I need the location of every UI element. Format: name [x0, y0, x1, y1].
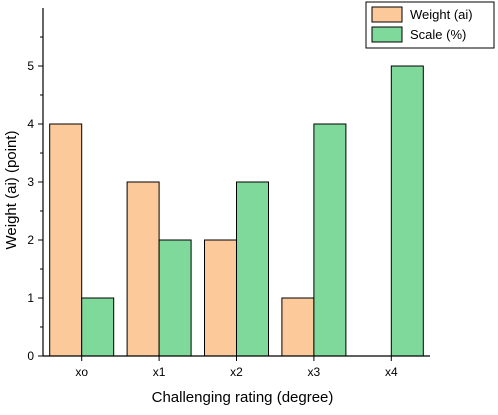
x-axis-title: Challenging rating (degree) [152, 389, 334, 406]
legend-label-1: Scale (%) [410, 27, 466, 42]
x-tick-label-x4: x4 [385, 365, 398, 379]
x-tick-label-x1: x1 [153, 365, 166, 379]
bar-weight-x1 [126, 181, 160, 357]
x-tick-label-x2: x2 [230, 365, 243, 379]
y-tick-label-2: 2 [27, 233, 34, 247]
legend: Weight (ai) Scale (%) [365, 1, 495, 49]
y-tick-label-4: 4 [27, 117, 34, 131]
bar-weight-x2 [204, 239, 237, 357]
x-tick-label-x3: x3 [308, 365, 321, 379]
legend-swatch-0 [371, 6, 403, 23]
y-axis-title: Weight (ai) (point) [3, 131, 20, 250]
bar-scale-x2 [236, 181, 269, 357]
legend-swatch-1 [371, 26, 403, 43]
x-axis-ticks: xo x1 x2 x3 x4 [75, 356, 398, 379]
bar-scale-x4 [390, 65, 424, 357]
x-tick-label-xo: xo [75, 365, 88, 379]
bar-weight-x3 [281, 297, 315, 357]
bar-scale-x3 [313, 123, 347, 357]
y-tick-label-5: 5 [27, 59, 34, 73]
bar-weight-xo [49, 123, 83, 357]
bars [49, 65, 424, 357]
bar-scale-x1 [158, 239, 192, 357]
y-axis-ticks: 0 1 2 3 4 5 [27, 36, 43, 363]
y-tick-label-1: 1 [27, 291, 34, 305]
y-tick-label-0: 0 [27, 349, 34, 363]
y-tick-label-3: 3 [27, 175, 34, 189]
bar-scale-xo [81, 297, 115, 357]
legend-label-0: Weight (ai) [410, 7, 473, 22]
